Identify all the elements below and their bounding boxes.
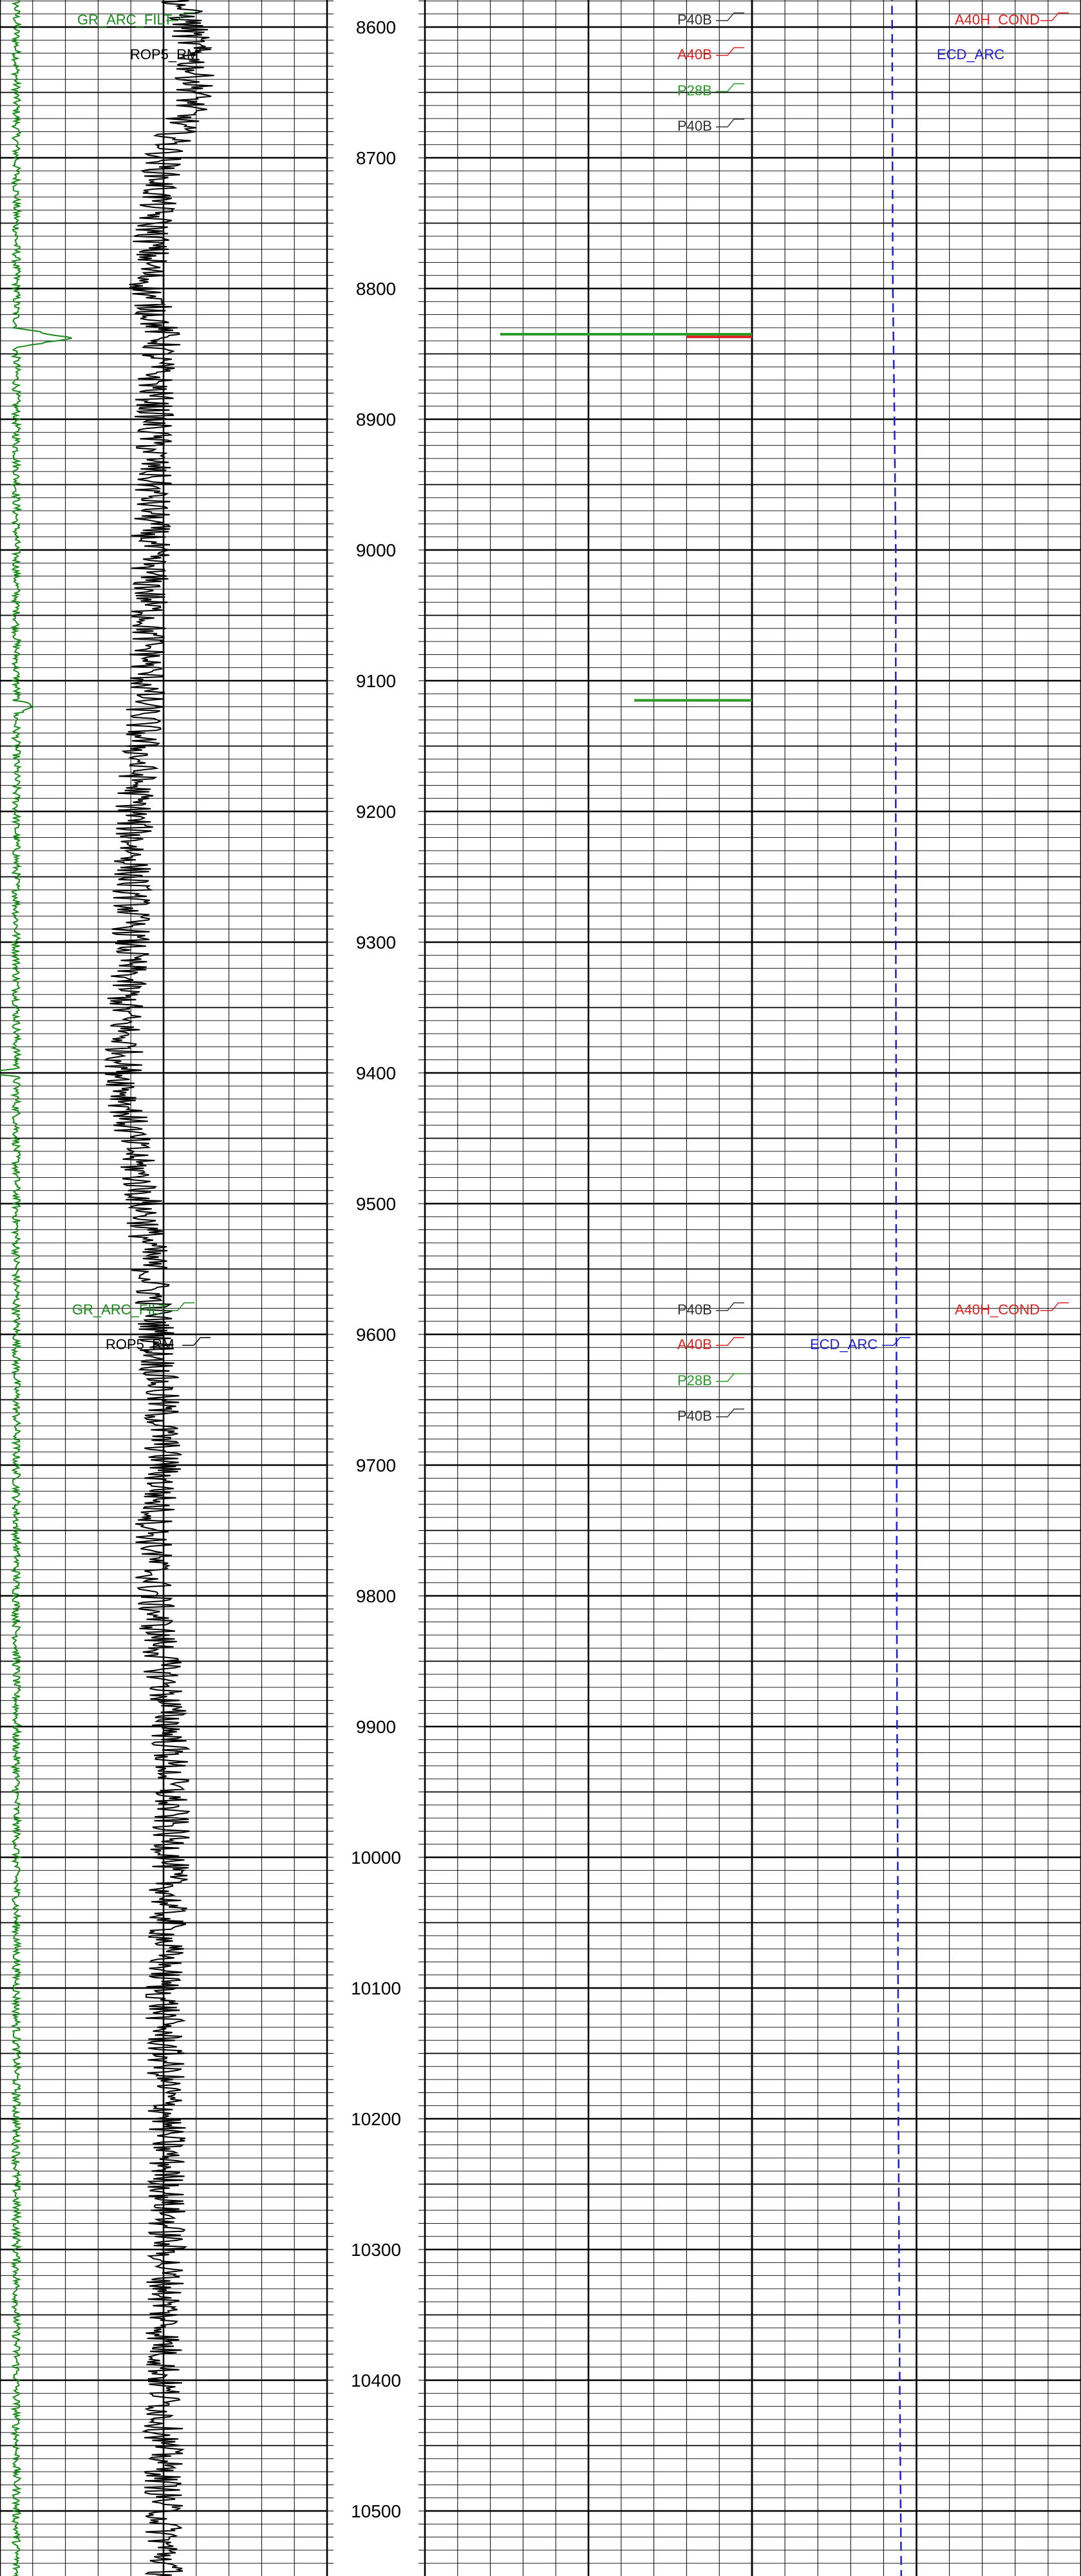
label-leader — [716, 118, 744, 128]
depth-label: 9200 — [356, 802, 396, 822]
ecd-curve-label: ECD_ARC — [937, 46, 1004, 62]
p28b-curve-label: P28B — [677, 1372, 712, 1388]
label-leader — [716, 47, 744, 56]
gr_arc_filt-curve — [0, 0, 72, 2576]
label-leader — [166, 1302, 194, 1311]
a40h-curve-label: A40H_COND — [955, 12, 1040, 28]
depth-label: 8700 — [356, 148, 396, 168]
depth-label: 9300 — [356, 933, 396, 952]
rop-curve-label: ROP5_RM — [106, 1336, 174, 1352]
p40b-curve-label: P40B — [677, 1408, 712, 1424]
p40b-curve-label: P40B — [677, 1302, 712, 1318]
depth-label: 10100 — [351, 1978, 401, 1998]
p28b-curve-label: P28B — [677, 82, 712, 99]
curve-labels-top: GR_ARC_FILT ROP5_RM P40B A40B P28B P40B … — [77, 12, 1040, 134]
label-leader — [882, 1337, 910, 1346]
depth-label: 10500 — [351, 2501, 401, 2521]
depth-label: 8900 — [356, 410, 396, 430]
a40b-curve-label: A40B — [677, 1336, 712, 1352]
depth-label: 9900 — [356, 1717, 396, 1737]
depth-label: 9800 — [356, 1586, 396, 1606]
depth-label: 9100 — [356, 671, 396, 691]
depth-label: 8600 — [356, 17, 396, 37]
a40h-curve-label: A40H_COND — [955, 1302, 1040, 1318]
depth-label: 9700 — [356, 1455, 396, 1475]
label-leader — [716, 1337, 744, 1346]
gr-curve-label: GR_ARC_FILT — [72, 1302, 167, 1318]
a40b-curve-label: A40B — [677, 46, 712, 62]
depth-label: 9400 — [356, 1063, 396, 1083]
label-leader — [716, 1302, 744, 1311]
depth-label: 10000 — [351, 1848, 401, 1868]
label-leader — [716, 1373, 744, 1382]
rop-curve-label: ROP5_RM — [130, 46, 198, 62]
label-leader — [716, 1408, 744, 1417]
label-leader — [716, 83, 744, 92]
label-leader — [166, 12, 194, 21]
depth-label: 9600 — [356, 1325, 396, 1345]
depth-axis: 8600 8700 8800 8900 9000 9100 9200 9300 … — [351, 17, 401, 2521]
label-layer: 8600 8700 8800 8900 9000 9100 9200 9300 … — [72, 12, 1040, 2521]
label-leader — [716, 12, 744, 21]
label-leader — [1040, 12, 1069, 21]
rop5_rm-curve — [103, 0, 214, 2576]
depth-label: 10200 — [351, 2109, 401, 2129]
ecd-arc-curve — [891, 0, 903, 2576]
p40b-curve-label: P40B — [677, 12, 712, 28]
label-leader — [183, 47, 212, 56]
depth-label: 8800 — [356, 279, 396, 299]
curve-labels-mid: GR_ARC_FILT ROP5_RM P40B A40B P28B P40B … — [72, 1302, 1040, 1424]
label-leader — [1040, 1302, 1069, 1311]
depth-label: 10300 — [351, 2240, 401, 2260]
gr-curve-label: GR_ARC_FILT — [77, 12, 173, 28]
ecd-curve-label: ECD_ARC — [810, 1336, 878, 1352]
p40b-curve-label: P40B — [677, 118, 712, 134]
depth-label: 9500 — [356, 1194, 396, 1214]
depth-label: 9000 — [356, 540, 396, 560]
depth-label: 10400 — [351, 2371, 401, 2391]
label-leader — [182, 1337, 211, 1346]
